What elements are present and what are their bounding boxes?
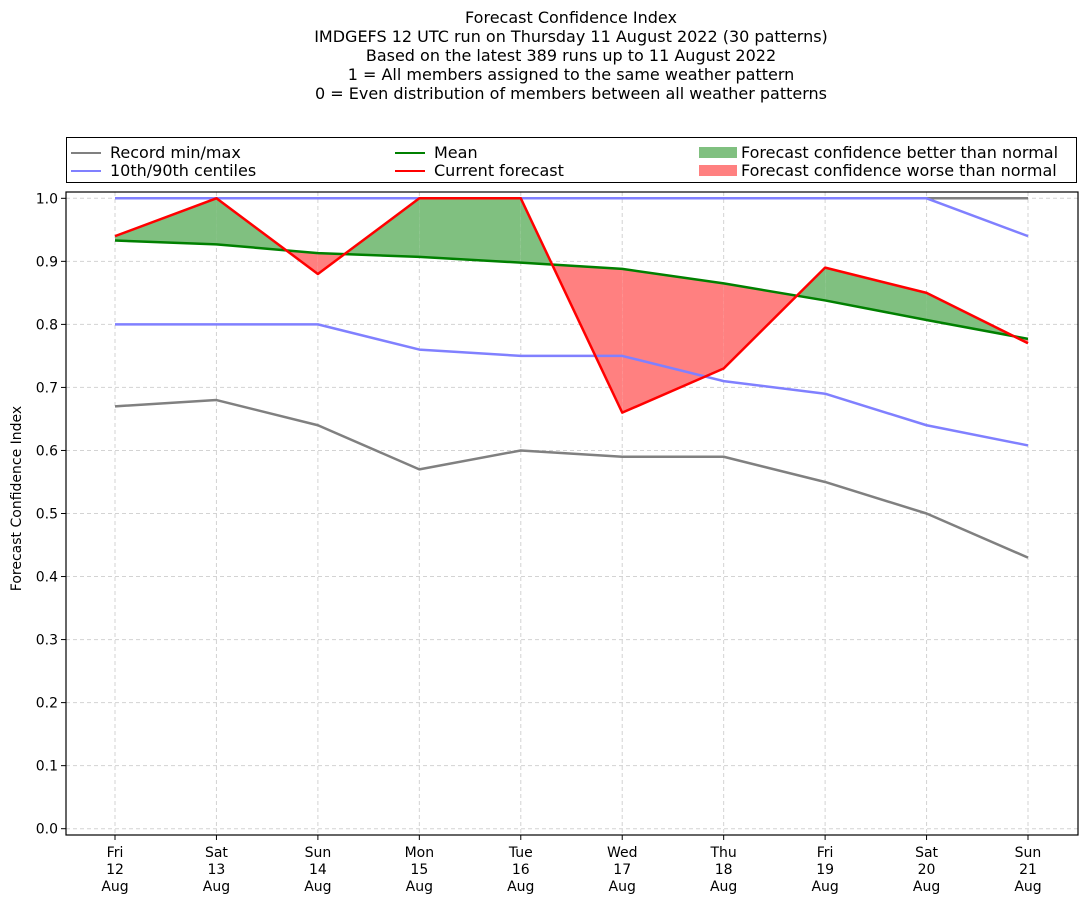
x-tick-label: Tue (508, 845, 533, 861)
x-tick-label: Aug (609, 879, 636, 895)
chart-subtitle-basis: Based on the latest 389 runs up to 11 Au… (365, 46, 777, 65)
legend-item-record: Record min/max (71, 143, 241, 162)
x-tick-label: Aug (101, 879, 128, 895)
y-tick-label: 0.3 (36, 633, 58, 649)
y-tick-label: 0.2 (36, 696, 58, 712)
chart-legend: Record min/max 10th/90th centiles Mean C… (66, 137, 1077, 183)
chart-title: Forecast Confidence Index (465, 8, 677, 27)
x-tick-label: 17 (613, 862, 631, 878)
x-tick-label: Sat (915, 845, 938, 861)
x-tick-label: 18 (715, 862, 733, 878)
series-line-p90 (115, 197, 1029, 238)
x-tick-label: 14 (309, 862, 327, 878)
y-tick-label: 0.9 (36, 254, 58, 270)
x-tick-label: Aug (710, 879, 737, 895)
legend-swatch-worse (699, 165, 737, 176)
chart-subtitle-run: IMDGEFS 12 UTC run on Thursday 11 August… (314, 27, 828, 46)
x-tick-label: Sun (305, 845, 332, 861)
y-tick-label: 0.0 (36, 822, 58, 838)
legend-item-centiles: 10th/90th centiles (71, 161, 256, 180)
x-tick-label: 15 (410, 862, 428, 878)
x-tick-label: Wed (607, 845, 638, 861)
legend-item-worse: Forecast confidence worse than normal (699, 161, 1057, 180)
legend-item-better: Forecast confidence better than normal (699, 143, 1058, 162)
y-tick-label: 0.4 (36, 570, 58, 586)
x-tick-label: Mon (405, 845, 435, 861)
y-tick-label: 0.8 (36, 317, 58, 333)
x-tick-label: Sun (1015, 845, 1042, 861)
x-tick-label: 13 (208, 862, 226, 878)
chart-subtitle-scale-min: 0 = Even distribution of members between… (314, 84, 828, 103)
y-tick-label: 0.6 (36, 443, 58, 459)
legend-swatch-centiles (71, 169, 101, 172)
series-line-mean (114, 239, 1029, 341)
fill-worse (622, 268, 724, 413)
legend-item-mean: Mean (395, 143, 478, 162)
series-line-p10 (115, 323, 1029, 447)
axes-layer: 0.00.10.20.30.40.50.60.70.80.91.0Fri12Au… (9, 191, 1079, 895)
legend-label-record: Record min/max (110, 143, 241, 162)
legend-label-better: Forecast confidence better than normal (741, 143, 1059, 162)
y-tick-label: 1.0 (36, 191, 58, 207)
chart-title-block: Forecast Confidence Index IMDGEFS 12 UTC… (0, 8, 1092, 103)
legend-swatch-better (699, 147, 737, 158)
legend-swatch-mean (395, 151, 425, 154)
x-tick-label: Aug (203, 879, 230, 895)
plot-frame (65, 191, 1079, 836)
series-layer (114, 197, 1029, 559)
x-tick-label: Thu (710, 845, 737, 861)
legend-item-current: Current forecast (395, 161, 564, 180)
fill-worse (723, 283, 797, 369)
x-tick-label: 19 (816, 862, 834, 878)
y-axis-label: Forecast Confidence Index (9, 406, 25, 591)
x-tick-label: Aug (507, 879, 534, 895)
x-tick-label: Sat (205, 845, 228, 861)
x-tick-label: Aug (913, 879, 940, 895)
chart-subtitle-scale-max: 1 = All members assigned to the same wea… (347, 65, 795, 84)
x-tick-label: Aug (811, 879, 838, 895)
series-line-current (114, 197, 1029, 414)
legend-label-worse: Forecast confidence worse than normal (741, 161, 1057, 180)
legend-label-mean: Mean (434, 143, 478, 162)
x-tick-label: 12 (106, 862, 124, 878)
legend-label-centiles: 10th/90th centiles (110, 161, 257, 180)
legend-swatch-current (395, 169, 425, 172)
y-tick-label: 0.7 (36, 380, 58, 396)
x-tick-label: Aug (406, 879, 433, 895)
x-tick-label: Fri (817, 845, 834, 861)
x-tick-label: Aug (1014, 879, 1041, 895)
x-tick-label: 20 (918, 862, 936, 878)
x-tick-label: Aug (304, 879, 331, 895)
fill-better (825, 267, 927, 320)
fill-better (419, 198, 521, 263)
fill-better (115, 198, 217, 245)
legend-label-current: Current forecast (434, 161, 564, 180)
y-tick-label: 0.1 (36, 759, 58, 775)
x-tick-label: 21 (1019, 862, 1037, 878)
legend-swatch-record (71, 151, 101, 154)
y-tick-label: 0.5 (36, 507, 58, 523)
x-tick-label: 16 (512, 862, 530, 878)
x-tick-label: Fri (107, 845, 124, 861)
series-line-record_min (114, 398, 1029, 559)
